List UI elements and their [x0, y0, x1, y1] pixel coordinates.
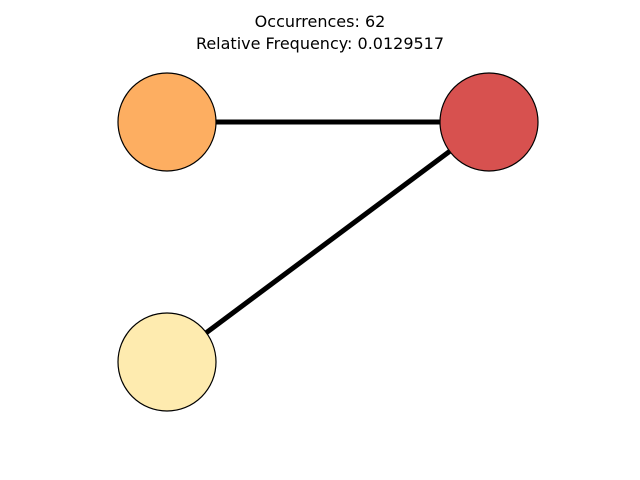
node-top-right — [439, 72, 539, 172]
edges-layer — [165, 119, 491, 365]
nodes-layer — [117, 72, 539, 412]
title-relative-frequency: Relative Frequency: 0.0129517 — [195, 34, 445, 53]
node-top-left — [117, 72, 217, 172]
node-bottom-left — [117, 312, 217, 412]
edge-node-top-right-to-node-bottom-left — [165, 119, 491, 365]
title-occurrences: Occurrences: 62 — [254, 12, 386, 31]
